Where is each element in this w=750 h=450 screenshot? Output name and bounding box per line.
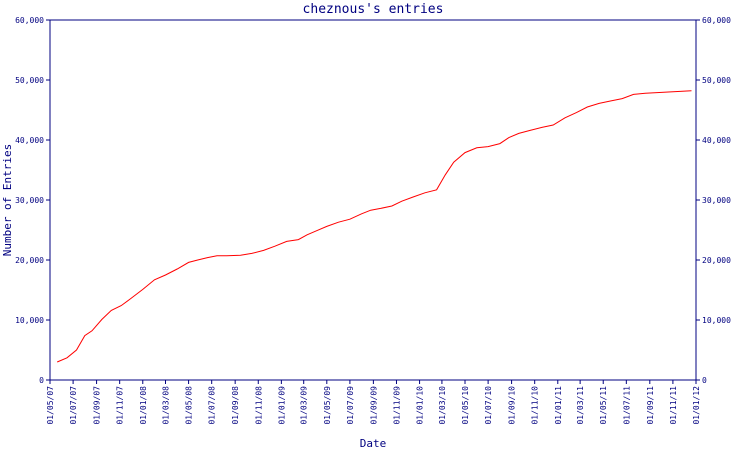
x-tick-label: 01/01/08 bbox=[139, 386, 148, 425]
axis-ticks: 0 0 10,000 10,000 20,000 20,000 30,000 30,000 40… bbox=[15, 16, 731, 425]
x-tick-label: 01/11/08 bbox=[254, 386, 263, 425]
x-tick-label: 01/07/08 bbox=[208, 386, 217, 425]
y-tick-label-right: 50,000 bbox=[702, 76, 731, 85]
y-tick-label-right: 60,000 bbox=[702, 16, 731, 25]
x-tick-label: 01/05/08 bbox=[185, 386, 194, 425]
series-group bbox=[57, 90, 692, 363]
x-tick-label: 01/09/09 bbox=[369, 386, 378, 425]
y-axis-title: Number of Entries bbox=[1, 144, 14, 257]
x-tick-label: 01/05/11 bbox=[599, 386, 608, 425]
y-tick-label-left: 20,000 bbox=[15, 256, 44, 265]
y-tick-label-left: 50,000 bbox=[15, 76, 44, 85]
x-tick-label: 01/11/09 bbox=[392, 386, 401, 425]
x-tick-label: 01/09/11 bbox=[646, 386, 655, 425]
y-tick-label-right: 40,000 bbox=[702, 136, 731, 145]
y-tick-label-right: 0 bbox=[702, 376, 707, 385]
y-tick-label-left: 30,000 bbox=[15, 196, 44, 205]
y-tick-label-left: 40,000 bbox=[15, 136, 44, 145]
x-tick-label: 01/09/07 bbox=[93, 386, 102, 425]
x-tick-label: 01/01/11 bbox=[554, 386, 563, 425]
x-tick-label: 01/09/10 bbox=[508, 386, 517, 425]
y-tick-label-right: 20,000 bbox=[702, 256, 731, 265]
plot-frame bbox=[49, 19, 697, 381]
y-tick-label-left: 60,000 bbox=[15, 16, 44, 25]
x-tick-label: 01/01/10 bbox=[416, 386, 425, 425]
x-tick-label: 01/01/09 bbox=[277, 386, 286, 425]
x-tick-label: 01/07/10 bbox=[484, 386, 493, 425]
x-tick-label: 01/05/07 bbox=[46, 386, 55, 425]
chart-title: cheznous's entries bbox=[303, 2, 444, 17]
x-tick-label: 01/07/11 bbox=[622, 386, 631, 425]
x-axis-title: Date bbox=[360, 437, 387, 450]
x-tick-label: 01/05/09 bbox=[323, 386, 332, 425]
y-tick-label-left: 0 bbox=[39, 376, 44, 385]
x-tick-label: 01/05/10 bbox=[461, 386, 470, 425]
x-tick-label: 01/03/08 bbox=[161, 386, 170, 425]
x-tick-label: 01/07/07 bbox=[69, 386, 78, 425]
x-tick-label: 01/11/11 bbox=[669, 386, 678, 425]
x-tick-label: 01/07/09 bbox=[346, 386, 355, 425]
y-tick-label-left: 10,000 bbox=[15, 316, 44, 325]
x-tick-label: 01/03/09 bbox=[300, 386, 309, 425]
x-tick-label: 01/09/08 bbox=[231, 386, 240, 425]
x-tick-label: 01/01/12 bbox=[692, 386, 701, 425]
x-tick-label: 01/03/10 bbox=[438, 386, 447, 425]
x-tick-label: 01/11/07 bbox=[116, 386, 125, 425]
y-tick-label-right: 10,000 bbox=[702, 316, 731, 325]
series-line bbox=[57, 90, 692, 363]
y-tick-label-right: 30,000 bbox=[702, 196, 731, 205]
x-tick-label: 01/03/11 bbox=[576, 386, 585, 425]
x-tick-label: 01/11/10 bbox=[531, 386, 540, 425]
